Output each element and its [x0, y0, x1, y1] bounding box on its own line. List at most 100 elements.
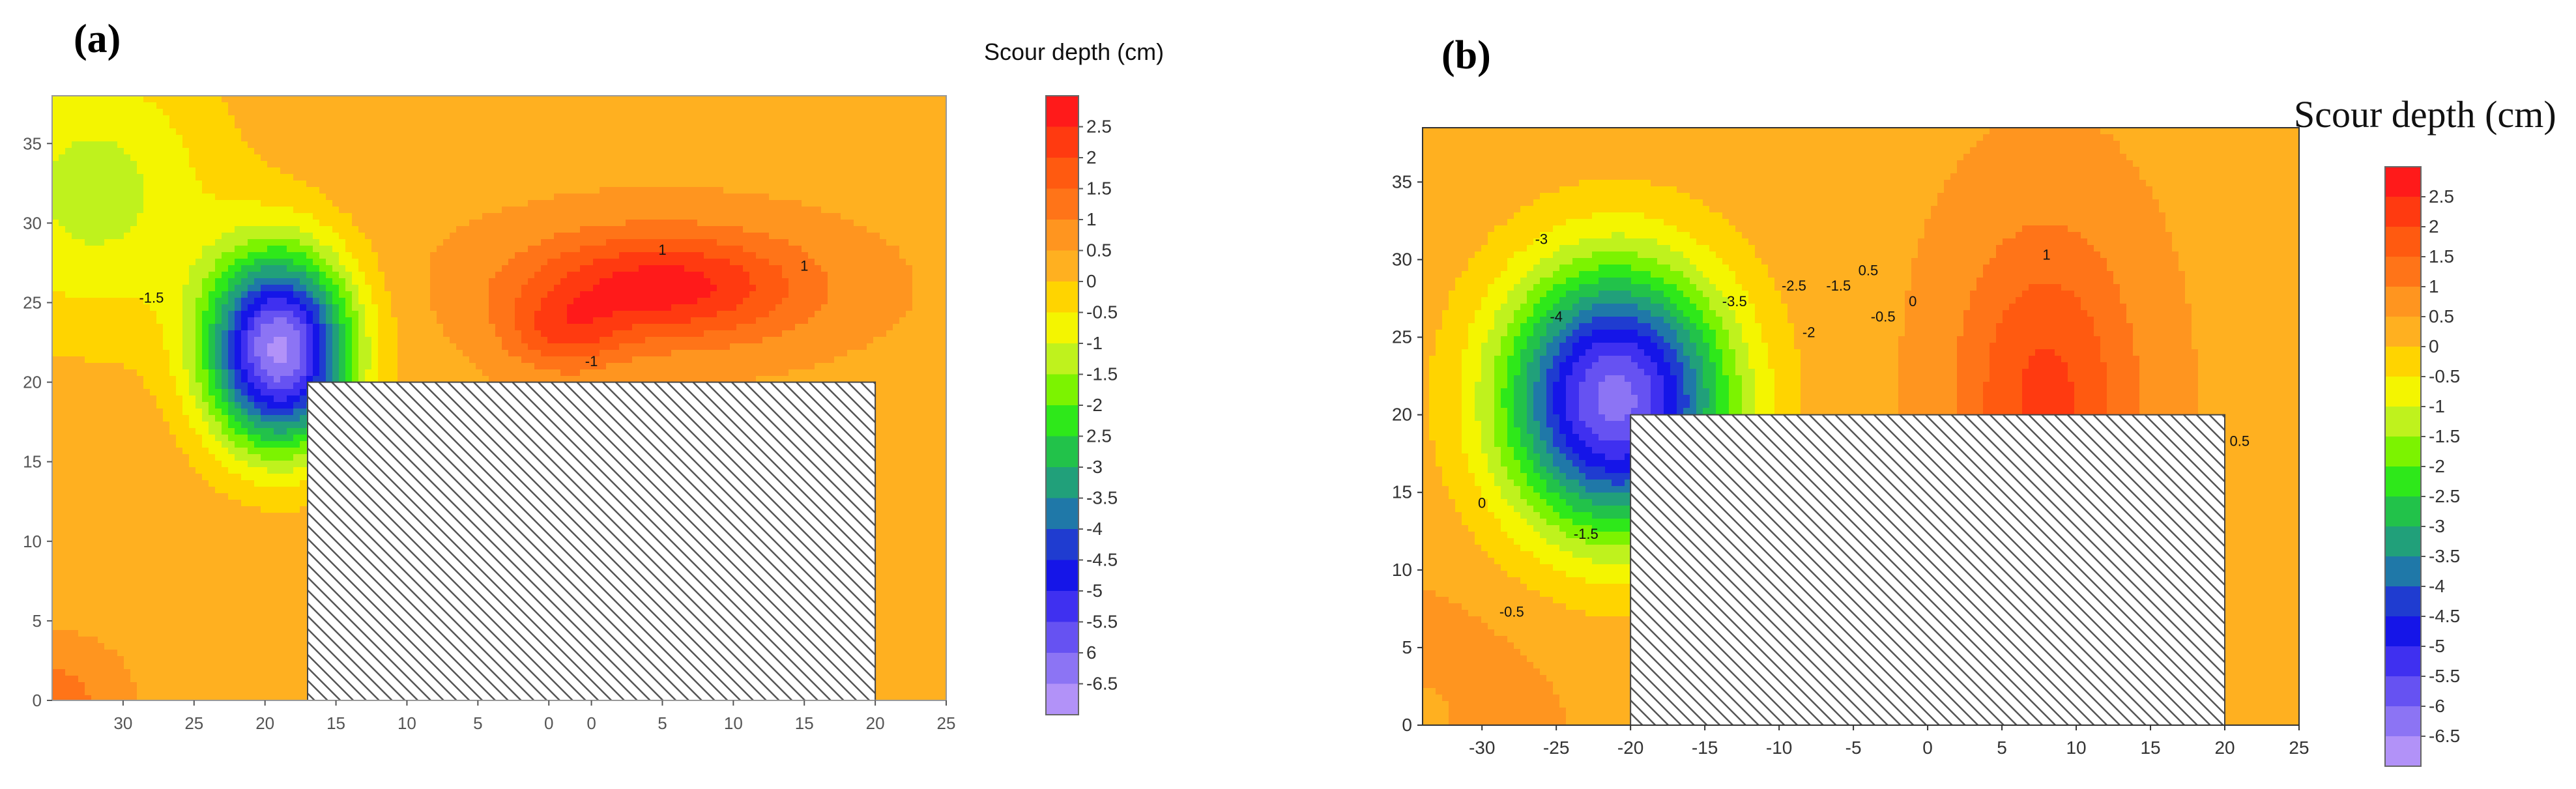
- contour-cell: [560, 96, 568, 103]
- contour-cell: [104, 233, 111, 240]
- contour-cell: [586, 259, 594, 266]
- contour-cell: [704, 109, 711, 116]
- contour-cell: [59, 148, 66, 155]
- contour-cell: [319, 311, 326, 318]
- contour-cell: [228, 226, 235, 233]
- contour-cell: [730, 115, 737, 122]
- contour-cell: [424, 135, 431, 142]
- contour-cell: [626, 259, 633, 266]
- panel-label-b: (b): [1441, 33, 1491, 78]
- contour-cell: [867, 187, 874, 194]
- contour-cell: [684, 115, 691, 122]
- contour-cell: [534, 96, 542, 103]
- contour-cell: [98, 180, 105, 188]
- contour-cell: [619, 213, 626, 220]
- contour-cell: [710, 128, 717, 136]
- contour-cell: [502, 194, 509, 201]
- contour-cell: [241, 207, 248, 214]
- contour-cell: [78, 167, 85, 175]
- contour-cell: [815, 207, 822, 214]
- contour-cell: [938, 122, 946, 129]
- contour-cell: [880, 324, 887, 331]
- contour-cell: [678, 291, 685, 298]
- contour-cell: [476, 187, 483, 194]
- contour-cell: [795, 291, 802, 298]
- contour-cell: [508, 109, 515, 116]
- contour-cell: [541, 135, 548, 142]
- contour-cell: [795, 272, 802, 279]
- contour-cell: [534, 200, 542, 207]
- contour-cell: [906, 311, 913, 318]
- contour-cell: [371, 317, 379, 324]
- contour-cell: [280, 272, 287, 279]
- contour-cell: [528, 304, 535, 311]
- contour-cell: [723, 148, 731, 155]
- contour-cell: [906, 259, 913, 266]
- contour-cell: [124, 246, 131, 253]
- contour-cell: [52, 291, 59, 298]
- contour-cell: [150, 161, 157, 168]
- contour-cell: [554, 233, 561, 240]
- contour-cell: [560, 285, 568, 292]
- contour-cell: [704, 180, 711, 188]
- contour-cell: [319, 109, 326, 116]
- contour-cell: [775, 265, 783, 272]
- contour-cell: [652, 298, 659, 305]
- contour-cell: [802, 233, 809, 240]
- contour-cell: [815, 180, 822, 188]
- contour-cell: [847, 115, 854, 122]
- contour-cell: [932, 122, 939, 129]
- contour-cell: [248, 317, 255, 324]
- contour-cell: [222, 148, 229, 155]
- contour-cell: [411, 200, 418, 207]
- contour-cell: [834, 252, 841, 259]
- contour-cell: [489, 109, 496, 116]
- contour-cell: [613, 298, 620, 305]
- contour-cell: [91, 311, 98, 318]
- contour-cell: [241, 194, 248, 201]
- contour-cell: [723, 167, 731, 175]
- contour-cell: [632, 233, 639, 240]
- contour-cell: [358, 161, 366, 168]
- contour-cell: [899, 207, 906, 214]
- contour-cell: [710, 207, 717, 214]
- contour-cell: [802, 272, 809, 279]
- contour-cell: [749, 115, 757, 122]
- contour-cell: [195, 109, 203, 116]
- contour-cell: [209, 298, 216, 305]
- contour-cell: [391, 272, 398, 279]
- contour-cell: [782, 141, 789, 149]
- contour-cell: [684, 272, 691, 279]
- contour-cell: [300, 122, 307, 129]
- contour-cell: [880, 128, 887, 136]
- contour-cell: [104, 154, 111, 162]
- contour-cell: [326, 96, 333, 103]
- contour-cell: [365, 278, 372, 285]
- contour-cell: [508, 167, 515, 175]
- contour-cell: [437, 285, 444, 292]
- contour-cell: [860, 311, 867, 318]
- contour-cell: [652, 207, 659, 214]
- contour-cell: [111, 311, 118, 318]
- contour-cell: [704, 324, 711, 331]
- contour-cell: [228, 259, 235, 266]
- contour-cell: [586, 317, 594, 324]
- contour-cell: [358, 115, 366, 122]
- contour-cell: [880, 96, 887, 103]
- contour-cell: [313, 122, 320, 129]
- contour-cell: [652, 128, 659, 136]
- contour-cell: [736, 167, 744, 175]
- contour-cell: [691, 259, 698, 266]
- contour-cell: [919, 246, 926, 253]
- contour-cell: [899, 213, 906, 220]
- contour-cell: [593, 278, 600, 285]
- contour-cell: [195, 239, 203, 246]
- contour-cell: [613, 265, 620, 272]
- contour-cell: [332, 115, 340, 122]
- contour-cell: [72, 122, 79, 129]
- contour-cell: [502, 135, 509, 142]
- contour-cell: [306, 304, 313, 311]
- contour-cell: [567, 265, 574, 272]
- contour-cell: [723, 154, 731, 162]
- contour-cell: [202, 246, 209, 253]
